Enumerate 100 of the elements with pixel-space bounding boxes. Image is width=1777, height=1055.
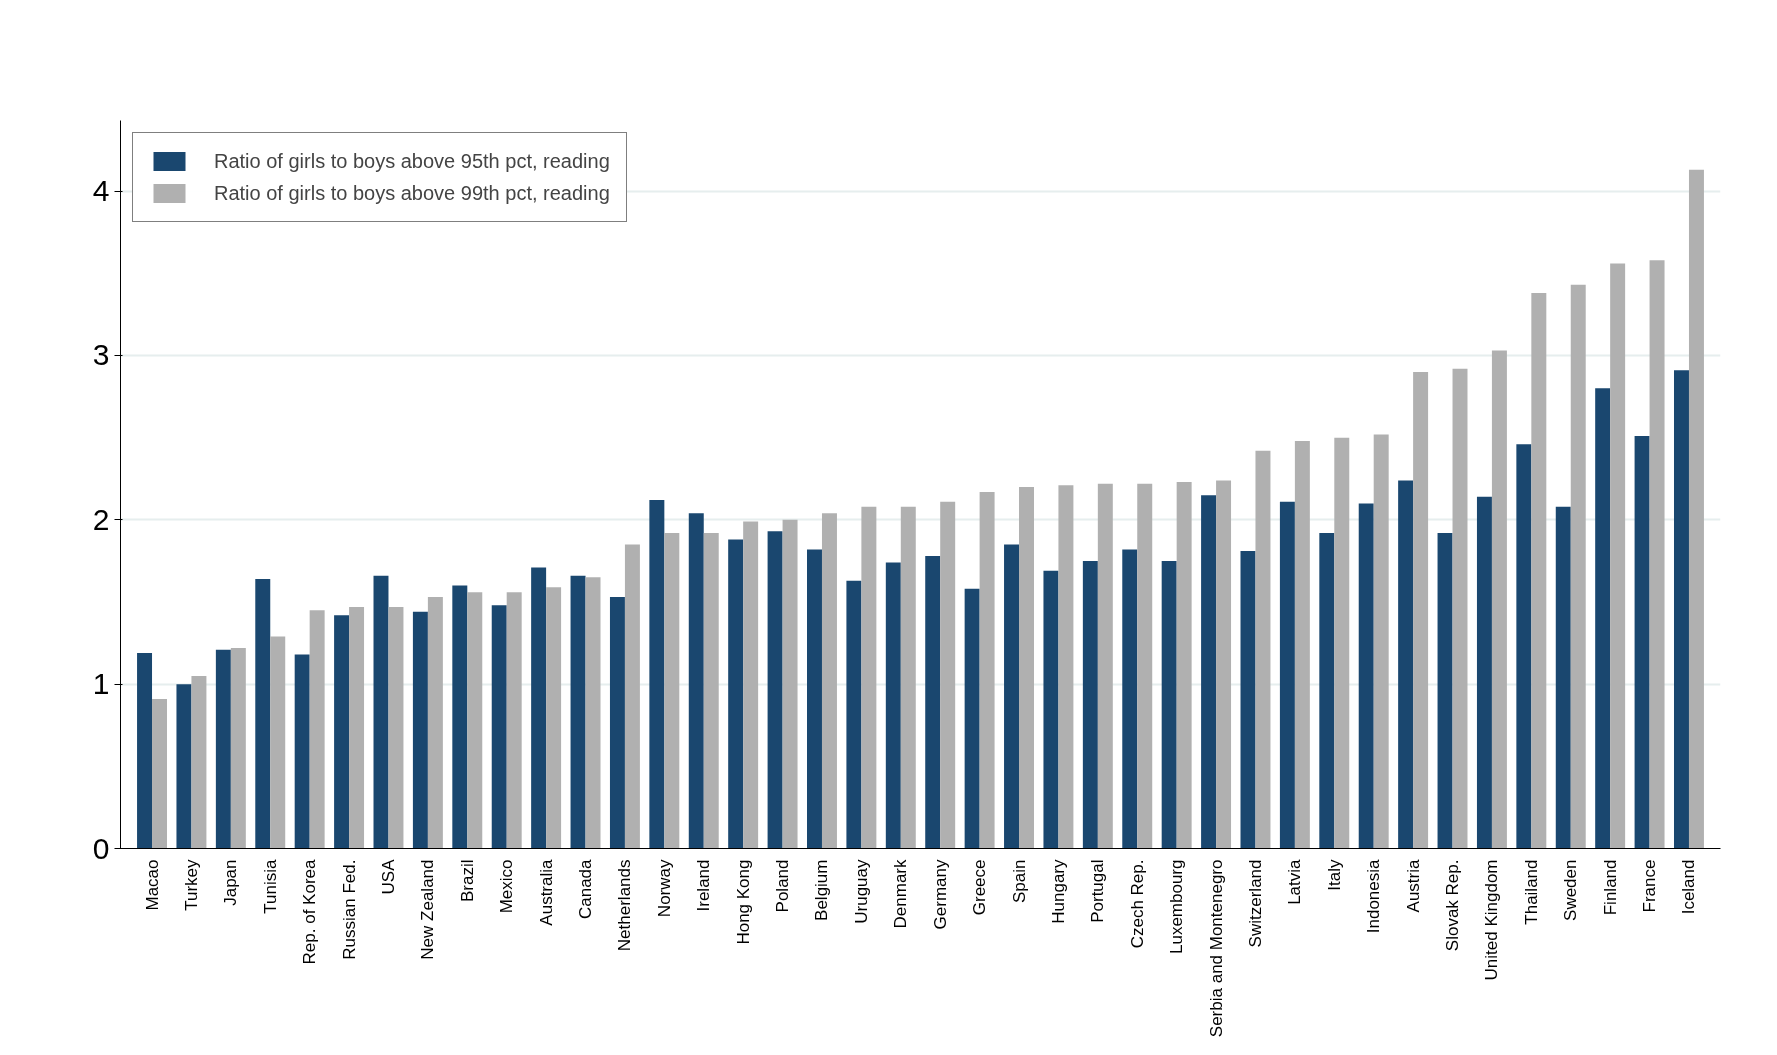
bar xyxy=(1319,532,1335,849)
bar xyxy=(270,636,286,849)
x-tick-label: Canada xyxy=(576,858,596,920)
bar xyxy=(176,684,192,849)
bar xyxy=(767,531,783,849)
bar xyxy=(1491,350,1507,849)
bar xyxy=(1043,570,1059,849)
bar xyxy=(1610,263,1626,849)
bar xyxy=(1161,560,1177,849)
x-tick-label: Belgium xyxy=(812,859,832,921)
x-tick-label: Slovak Rep. xyxy=(1443,859,1463,952)
bar xyxy=(491,605,507,849)
bar xyxy=(1413,371,1429,849)
x-tick-label: Macao xyxy=(142,859,162,911)
bar xyxy=(703,532,719,849)
bar xyxy=(649,500,665,849)
bar xyxy=(215,649,231,849)
x-tick-label: Japan xyxy=(221,859,241,906)
bar xyxy=(191,675,207,849)
bar xyxy=(1176,482,1192,849)
bar xyxy=(1137,483,1153,849)
legend-label: Ratio of girls to boys above 99th pct, reading xyxy=(214,181,610,205)
bar xyxy=(925,555,941,849)
x-tick-label: Australia xyxy=(536,858,556,926)
x-tick-label: Rep. of Korea xyxy=(300,858,320,965)
bar xyxy=(1531,293,1547,849)
bar xyxy=(979,491,995,849)
bar xyxy=(1216,480,1232,849)
bar xyxy=(452,585,468,849)
bar xyxy=(900,506,916,849)
bar xyxy=(1634,436,1650,849)
bar xyxy=(585,577,601,849)
bar xyxy=(624,544,640,849)
bar xyxy=(1452,368,1468,849)
bar xyxy=(1595,388,1611,849)
x-tick-label: Finland xyxy=(1600,859,1620,916)
bar xyxy=(531,567,547,849)
bar xyxy=(861,506,877,849)
x-tick-label: Hungary xyxy=(1048,859,1068,924)
x-tick-label: Czech Rep. xyxy=(1127,859,1147,949)
bar xyxy=(1097,483,1113,849)
y-tick-label: 1 xyxy=(92,667,110,701)
x-tick-label: Latvia xyxy=(1285,858,1305,905)
bar xyxy=(412,611,428,849)
x-tick-label: Indonesia xyxy=(1364,858,1384,934)
y-tick-label: 0 xyxy=(92,831,110,865)
x-tick-label: Greece xyxy=(970,859,990,916)
bar xyxy=(255,578,271,849)
bar xyxy=(152,698,167,849)
bar xyxy=(846,580,862,849)
x-tick-label: Norway xyxy=(654,859,674,918)
bar xyxy=(1294,440,1310,849)
bar xyxy=(570,575,586,849)
bar xyxy=(1004,544,1020,849)
bar xyxy=(1019,486,1034,849)
x-tick-label: Iceland xyxy=(1679,859,1699,915)
x-tick-label: Italy xyxy=(1324,859,1344,891)
x-tick-label: Luxembourg xyxy=(1167,859,1187,954)
bar xyxy=(1358,503,1374,849)
bar xyxy=(964,588,980,849)
bar xyxy=(609,597,625,849)
bar xyxy=(388,606,404,849)
bar xyxy=(334,615,350,849)
bar xyxy=(728,539,744,849)
bar xyxy=(743,521,759,849)
bar xyxy=(664,532,680,849)
bar xyxy=(1674,370,1689,849)
bar xyxy=(1279,501,1295,849)
bar xyxy=(349,606,365,849)
x-tick-label: Spain xyxy=(1009,859,1029,903)
bar xyxy=(230,648,246,849)
bar xyxy=(309,610,325,849)
bar xyxy=(294,654,310,849)
bar xyxy=(373,575,389,849)
x-tick-label: Russian Fed. xyxy=(339,859,359,960)
bar xyxy=(1255,450,1271,849)
bar xyxy=(506,592,522,849)
x-tick-label: Poland xyxy=(773,859,793,913)
bar xyxy=(940,501,956,849)
bar xyxy=(1570,284,1586,849)
bar xyxy=(137,652,153,849)
x-tick-label: New Zealand xyxy=(418,859,438,960)
bar xyxy=(1476,496,1492,849)
bar xyxy=(1555,506,1571,849)
bar xyxy=(546,587,562,849)
bar xyxy=(1373,434,1389,849)
bar xyxy=(427,597,443,849)
y-tick-label: 4 xyxy=(92,174,110,208)
x-tick-label: Tunisia xyxy=(260,858,280,914)
x-tick-label: Austria xyxy=(1403,858,1423,913)
x-tick-label: France xyxy=(1640,859,1660,913)
bar xyxy=(1240,551,1256,849)
bar xyxy=(1437,532,1453,849)
x-tick-label: USA xyxy=(378,858,398,895)
x-tick-label: Switzerland xyxy=(1245,859,1265,948)
x-tick-label: United Kingdom xyxy=(1482,859,1502,981)
x-tick-label: Germany xyxy=(930,859,950,930)
x-tick-label: Portugal xyxy=(1088,859,1108,923)
bar xyxy=(807,549,822,849)
x-tick-label: Denmark xyxy=(891,859,911,929)
